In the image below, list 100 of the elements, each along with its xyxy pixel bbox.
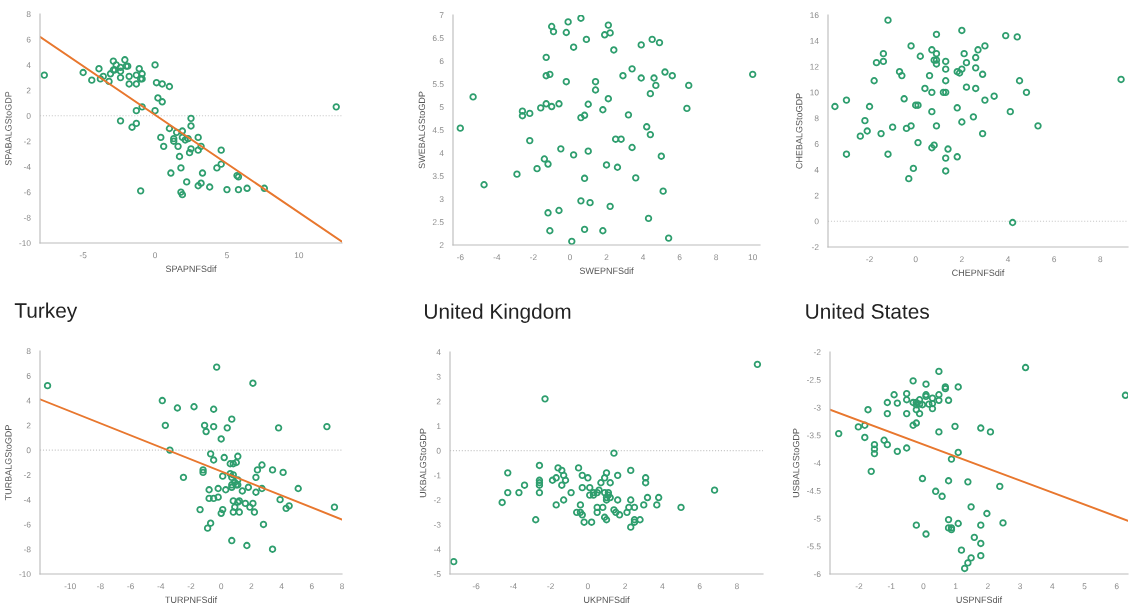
y-tick-label: -10 xyxy=(19,240,31,247)
y-tick-label: 7 xyxy=(439,12,444,19)
x-tick-label: -4 xyxy=(157,583,165,590)
x-axis-title: USPNFSdif xyxy=(956,596,1003,603)
y-tick-label: -3 xyxy=(813,404,821,411)
x-axis-title: TURPNFSdif xyxy=(165,596,218,603)
x-tick-label: 2 xyxy=(604,254,609,261)
y-tick-label: -2 xyxy=(433,497,441,504)
x-axis-title: CHEPNFSdif xyxy=(952,269,1005,276)
y-tick-label: -2 xyxy=(23,138,31,145)
y-tick-label: 3.5 xyxy=(432,173,444,180)
y-axis-title: TURBALGStoGDP xyxy=(5,425,12,501)
x-tick-label: 6 xyxy=(1052,256,1057,263)
x-tick-label: -2 xyxy=(866,256,873,263)
y-tick-label: -4.5 xyxy=(806,488,821,494)
y-tick-label: 8 xyxy=(26,11,31,18)
y-tick-label: -6 xyxy=(23,189,31,196)
x-tick-label: 8 xyxy=(340,583,344,590)
x-tick-label: -2 xyxy=(530,254,537,261)
x-tick-label: 2 xyxy=(249,583,254,590)
x-tick-label: -10 xyxy=(64,583,76,590)
y-tick-label: -5 xyxy=(433,571,441,578)
x-tick-label: -4 xyxy=(493,254,501,261)
y-tick-label: 4 xyxy=(439,150,444,157)
y-tick-label: 0 xyxy=(26,112,31,119)
y-tick-label: 5 xyxy=(439,104,444,111)
y-tick-label: -8 xyxy=(23,546,31,553)
x-tick-label: -4 xyxy=(510,583,517,590)
y-axis-title: USBALGStoGDP xyxy=(792,428,800,498)
x-tick-label: 4 xyxy=(1050,583,1055,590)
y-tick-label: -8 xyxy=(23,214,31,221)
y-tick-label: 10 xyxy=(810,89,819,96)
y-tick-label: 3 xyxy=(436,373,441,380)
x-tick-label: 3 xyxy=(1018,583,1023,590)
x-tick-label: -5 xyxy=(79,252,87,259)
x-tick-label: 2 xyxy=(959,256,964,263)
y-tick-label: -10 xyxy=(19,571,31,578)
chart-title: United Kingdom xyxy=(425,303,571,323)
y-tick-label: 2 xyxy=(814,192,819,199)
x-tick-label: 0 xyxy=(585,583,590,590)
y-tick-label: -1 xyxy=(433,472,441,479)
y-tick-label: 16 xyxy=(810,12,819,19)
y-axis-title: CHEBALGStoGDP xyxy=(795,93,803,169)
x-tick-label: 6 xyxy=(677,254,682,261)
x-tick-label: 0 xyxy=(567,254,572,261)
y-axis-title: SWEBALGStoGDP xyxy=(418,91,426,169)
y-tick-label: 6 xyxy=(26,372,31,379)
y-tick-label: 2 xyxy=(26,87,31,94)
y-tick-label: -6 xyxy=(23,521,31,528)
x-tick-label: 4 xyxy=(1005,256,1011,263)
y-tick-label: -4 xyxy=(433,546,441,553)
y-tick-label: -5 xyxy=(813,515,821,522)
x-axis-title: SWEPNFSdif xyxy=(579,267,634,274)
x-tick-label: -6 xyxy=(472,583,480,590)
y-tick-label: 6.5 xyxy=(432,35,444,42)
x-axis-title: SPAPNFSdif xyxy=(165,265,217,272)
y-tick-label: 14 xyxy=(810,38,819,44)
y-tick-label: -6 xyxy=(813,571,821,578)
y-tick-label: 4 xyxy=(436,349,441,356)
x-tick-label: 6 xyxy=(697,583,702,590)
y-tick-label: 6 xyxy=(26,36,31,43)
x-tick-label: 6 xyxy=(309,583,314,590)
y-tick-label: 4 xyxy=(814,166,819,173)
x-tick-label: 4 xyxy=(279,583,284,590)
chart-title: United States xyxy=(806,303,929,319)
y-tick-label: -2 xyxy=(811,244,819,251)
x-tick-label: 5 xyxy=(1082,583,1087,590)
x-tick-label: 4 xyxy=(640,254,646,261)
x-tick-label: 0 xyxy=(219,583,224,590)
y-axis-title: SPABALGStoGDP xyxy=(5,91,12,166)
y-tick-label: 12 xyxy=(810,63,819,70)
chart-title: Turkey xyxy=(14,302,78,322)
y-tick-label: -3.5 xyxy=(806,432,821,439)
y-tick-label: 8 xyxy=(814,115,819,122)
x-tick-label: 4 xyxy=(660,583,665,590)
y-tick-label: -5.5 xyxy=(806,543,821,550)
y-tick-label: -2 xyxy=(813,349,821,356)
y-tick-label: -4 xyxy=(23,163,31,170)
x-tick-label: -1 xyxy=(887,583,895,590)
x-tick-label: 10 xyxy=(294,252,304,259)
x-tick-label: 6 xyxy=(1114,583,1119,590)
y-tick-label: 2.5 xyxy=(432,219,444,226)
x-tick-label: -6 xyxy=(127,583,134,590)
y-tick-label: 2 xyxy=(436,398,441,405)
y-tick-label: 2 xyxy=(26,422,31,429)
x-tick-label: 8 xyxy=(1098,256,1103,263)
x-axis-title: UKPNFSdif xyxy=(584,596,630,603)
y-tick-label: 3 xyxy=(439,196,444,203)
y-tick-label: -2.5 xyxy=(806,376,821,383)
x-tick-label: -6 xyxy=(456,254,464,261)
y-tick-label: -2 xyxy=(23,472,31,478)
x-tick-label: 8 xyxy=(714,254,719,261)
x-tick-label: 2 xyxy=(985,583,990,590)
y-tick-label: 2 xyxy=(439,242,444,249)
x-tick-label: 1 xyxy=(953,583,958,590)
y-tick-label: 4 xyxy=(26,397,31,404)
y-tick-label: 4.5 xyxy=(432,127,444,134)
x-tick-label: 0 xyxy=(153,252,158,259)
y-tick-label: -3 xyxy=(433,521,441,528)
x-tick-label: -2 xyxy=(547,583,554,590)
